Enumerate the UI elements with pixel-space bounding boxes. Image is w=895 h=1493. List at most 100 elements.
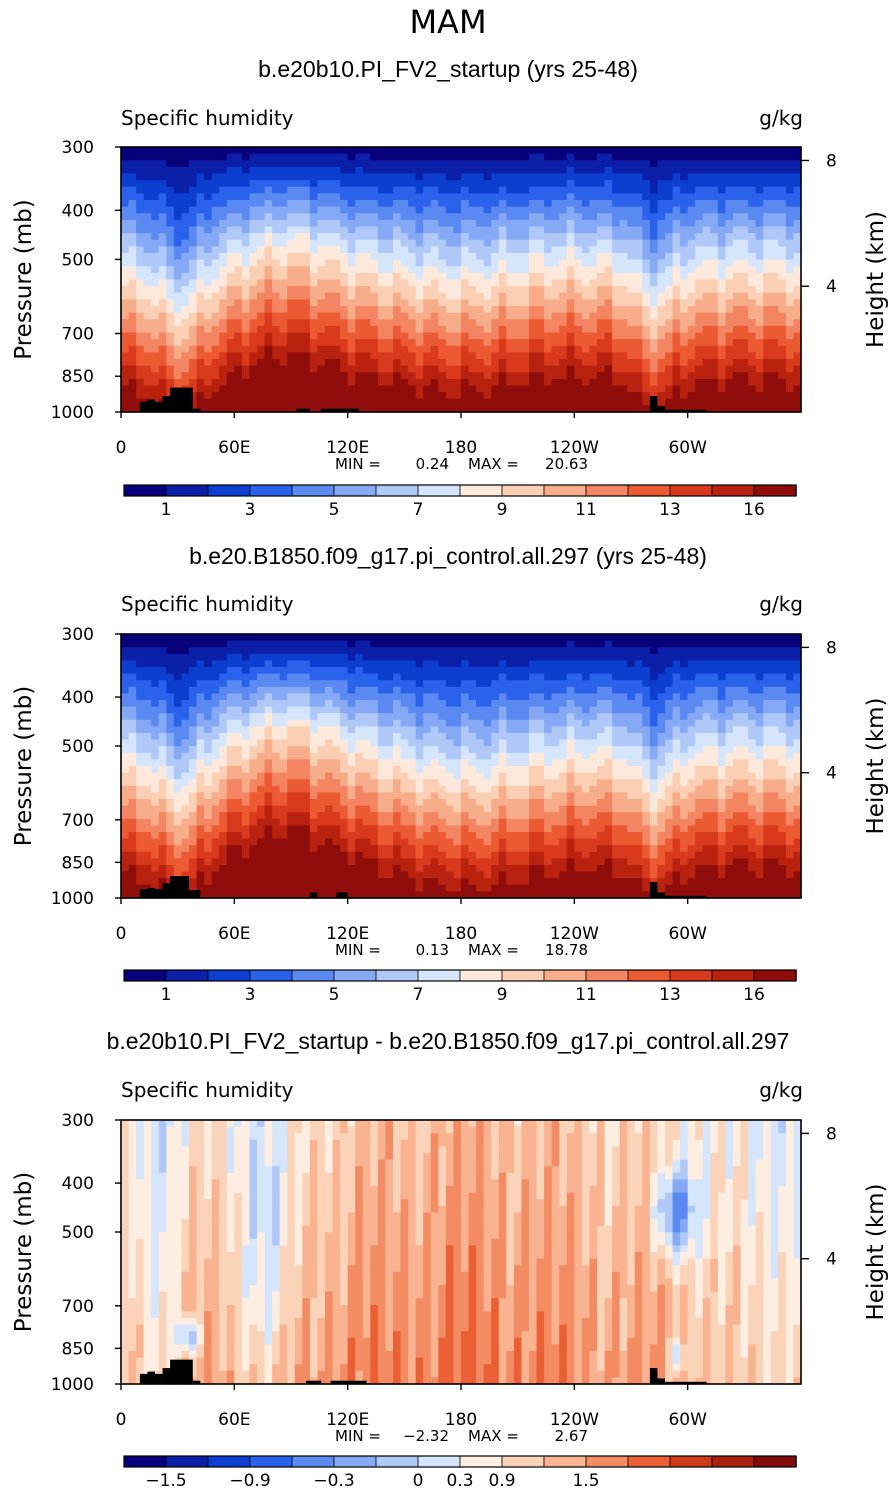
contour-cell [627,1146,643,1154]
contour-cell [173,733,190,741]
contour-cell [672,759,681,767]
contour-cell [483,1139,492,1147]
contour-cell [483,1252,492,1260]
contour-cell [158,1120,167,1128]
contour-cell [226,706,243,714]
contour-cell [415,766,424,774]
contour-cell [249,1186,258,1194]
contour-cell [483,1271,492,1279]
contour-cell [249,253,266,261]
contour-cell [453,1133,462,1141]
contour-cell [445,1232,462,1240]
contour-cell [793,1232,802,1240]
contour-cell [317,759,341,767]
contour-cell [529,345,545,353]
contour-cell [121,160,167,168]
contour-cell [695,279,719,287]
contour-cell [483,871,492,879]
contour-cell [498,812,507,820]
contour-cell [778,1225,795,1233]
contour-cell [196,818,220,826]
contour-cell [136,332,152,340]
contour-cell [325,1285,341,1293]
contour-cell [287,812,311,820]
contour-cell [423,713,439,721]
contour-cell [264,706,273,714]
contour-cell [309,306,349,314]
contour-cell [491,766,530,774]
contour-cell [249,733,266,741]
contour-cell [362,1271,371,1279]
contour-cell [393,865,402,873]
contour-cell [423,779,439,787]
contour-cell [748,1172,757,1180]
contour-cell [438,253,462,261]
max-label: MAX = [468,455,519,473]
contour-cell [340,292,349,300]
contour-cell [408,805,455,813]
contour-cell [506,1285,515,1293]
contour-cell [513,1291,530,1299]
contour-cell [430,1205,439,1213]
contour-cell [536,1126,545,1134]
contour-cell [461,233,470,241]
contour-cell [362,1298,371,1306]
contour-cell [219,779,228,787]
contour-cell [612,345,643,353]
contour-cell [649,1166,659,1174]
contour-cell [181,272,198,281]
contour-cell [211,1232,220,1240]
contour-cell [340,766,379,774]
contour-cell [702,1238,711,1246]
contour-cell [755,772,764,780]
contour-cell [445,173,462,181]
contour-cell [393,851,402,859]
contour-cell [476,865,492,873]
contour-cell [733,306,749,314]
contour-cell [657,1219,666,1227]
contour-cell [612,1146,621,1154]
contour-cell [340,1205,356,1213]
contour-cell [461,1205,470,1213]
contour-cell [461,332,470,340]
contour-cell [287,660,311,668]
contour-cell [770,1205,779,1213]
contour-cell [340,792,349,800]
contour-cell [264,1318,273,1326]
contour-cell [733,1232,742,1240]
contour-cell [491,1278,507,1286]
contour-cell [672,173,681,181]
contour-cell [204,1159,213,1167]
contour-cell [377,279,394,287]
contour-cell [566,233,575,241]
contour-cell [717,292,734,300]
contour-cell [393,832,402,840]
contour-cell [793,1120,802,1128]
contour-cell [189,746,198,754]
contour-cell [377,246,394,254]
contour-cell [173,279,190,287]
contour-cell [287,1139,296,1147]
contour-cell [415,325,424,334]
contour-cell [317,713,341,721]
contour-cell [710,1245,719,1253]
contour-cell [211,772,228,780]
contour-cell [173,312,190,320]
contour-cell [309,1219,319,1227]
contour-cell [695,871,719,879]
contour-cell [325,1245,341,1253]
contour-cell [529,706,545,714]
contour-cell [498,332,507,340]
contour-cell [574,206,643,214]
contour-cell [695,286,719,294]
contour-cell [430,1278,447,1286]
contour-cell [763,818,787,826]
contour-cell [627,352,643,360]
contour-cell [241,1212,251,1220]
contour-cell [302,1238,319,1246]
contour-cell [529,153,545,161]
contour-cell [627,1205,636,1213]
contour-cell [181,1126,190,1134]
contour-cell [544,286,568,294]
contour-cell [657,785,666,793]
